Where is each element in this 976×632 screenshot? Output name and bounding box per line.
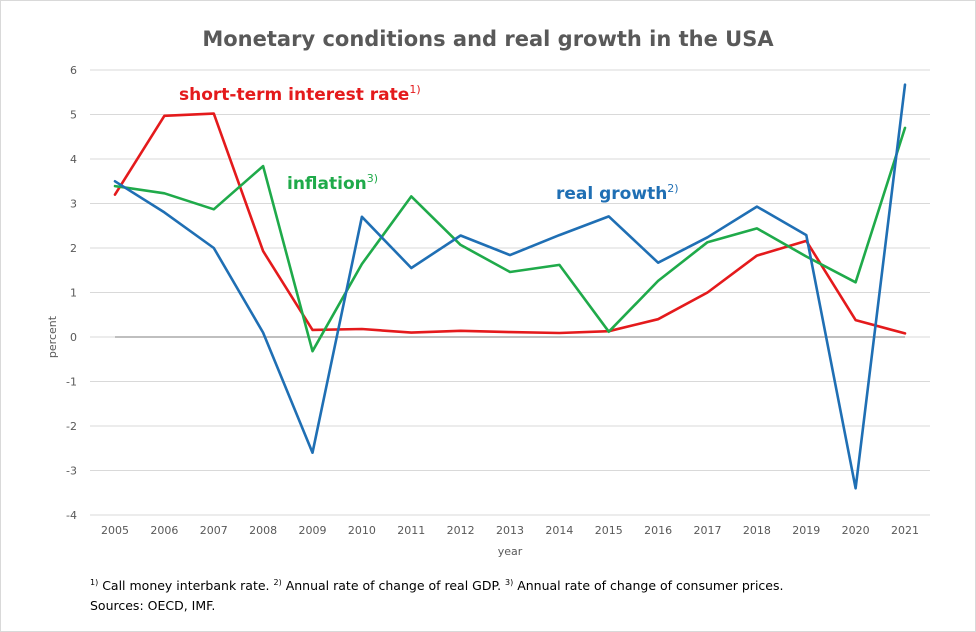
y-tick-label: 1 (70, 287, 77, 300)
x-tick-label: 2011 (397, 524, 425, 537)
x-tick-label: 2008 (249, 524, 277, 537)
x-tick-label: 2021 (891, 524, 919, 537)
footnote-text-2: Annual rate of change of real GDP. (281, 578, 506, 594)
y-tick-label: -3 (66, 465, 77, 478)
x-tick-label: 2016 (644, 524, 672, 537)
x-tick-label: 2020 (842, 524, 870, 537)
series-label-inflation: inflation3) (287, 172, 378, 194)
y-tick-label: 3 (70, 198, 77, 211)
y-tick-label: -2 (66, 420, 77, 433)
footnote-text-3: Annual rate of change of consumer prices… (513, 578, 784, 594)
y-tick-label: -4 (66, 509, 77, 522)
y-tick-label: 4 (70, 153, 77, 166)
footnote-mark-1: 1) (90, 578, 99, 587)
x-tick-label: 2018 (743, 524, 771, 537)
series-lines (113, 83, 907, 490)
x-tick-label: 2006 (150, 524, 178, 537)
y-tick-label: -1 (66, 376, 77, 389)
x-tick-label: 2005 (101, 524, 129, 537)
x-tick-label: 2019 (792, 524, 820, 537)
series-label-real-growth: real growth2) (556, 182, 679, 204)
x-tick-label: 2007 (200, 524, 228, 537)
footnote-mark-3: 3) (505, 578, 514, 587)
x-tick-label: 2015 (595, 524, 623, 537)
y-tick-label: 0 (70, 331, 77, 344)
series-label-short-term-interest-rate: short-term interest rate1) (179, 83, 421, 105)
y-axis-ticks: -4 -3 -2 -1 0 1 2 3 4 5 6 (66, 64, 77, 522)
footnote-sources: Sources: OECD, IMF. (90, 598, 216, 613)
y-axis-label: percent (46, 315, 59, 358)
y-tick-label: 5 (70, 109, 77, 122)
y-tick-label: 6 (70, 64, 77, 77)
chart-title: Monetary conditions and real growth in t… (202, 27, 774, 51)
x-tick-label: 2010 (348, 524, 376, 537)
footnote-mark-2: 2) (273, 578, 282, 587)
x-tick-label: 2009 (299, 524, 327, 537)
footnote-text-1: Call money interbank rate. (98, 578, 274, 594)
x-tick-label: 2014 (545, 524, 573, 537)
x-tick-label: 2012 (447, 524, 475, 537)
y-tick-label: 2 (70, 242, 77, 255)
series-line-short-term-interest-rate (113, 112, 907, 335)
series-labels: short-term interest rate1) inflation3) rea… (179, 83, 679, 204)
series-line-inflation (113, 126, 907, 353)
gridlines (90, 69, 930, 516)
x-axis-ticks: 2005 2006 2007 2008 2009 2010 2011 2012 2013 2014… (101, 524, 919, 537)
x-tick-label: 2017 (694, 524, 722, 537)
x-tick-label: 2013 (496, 524, 524, 537)
x-axis-label: year (498, 545, 523, 558)
footnote-definitions: 1) Call money interbank rate. 2) Annual … (90, 578, 783, 593)
series-line-real-growth (113, 83, 907, 490)
